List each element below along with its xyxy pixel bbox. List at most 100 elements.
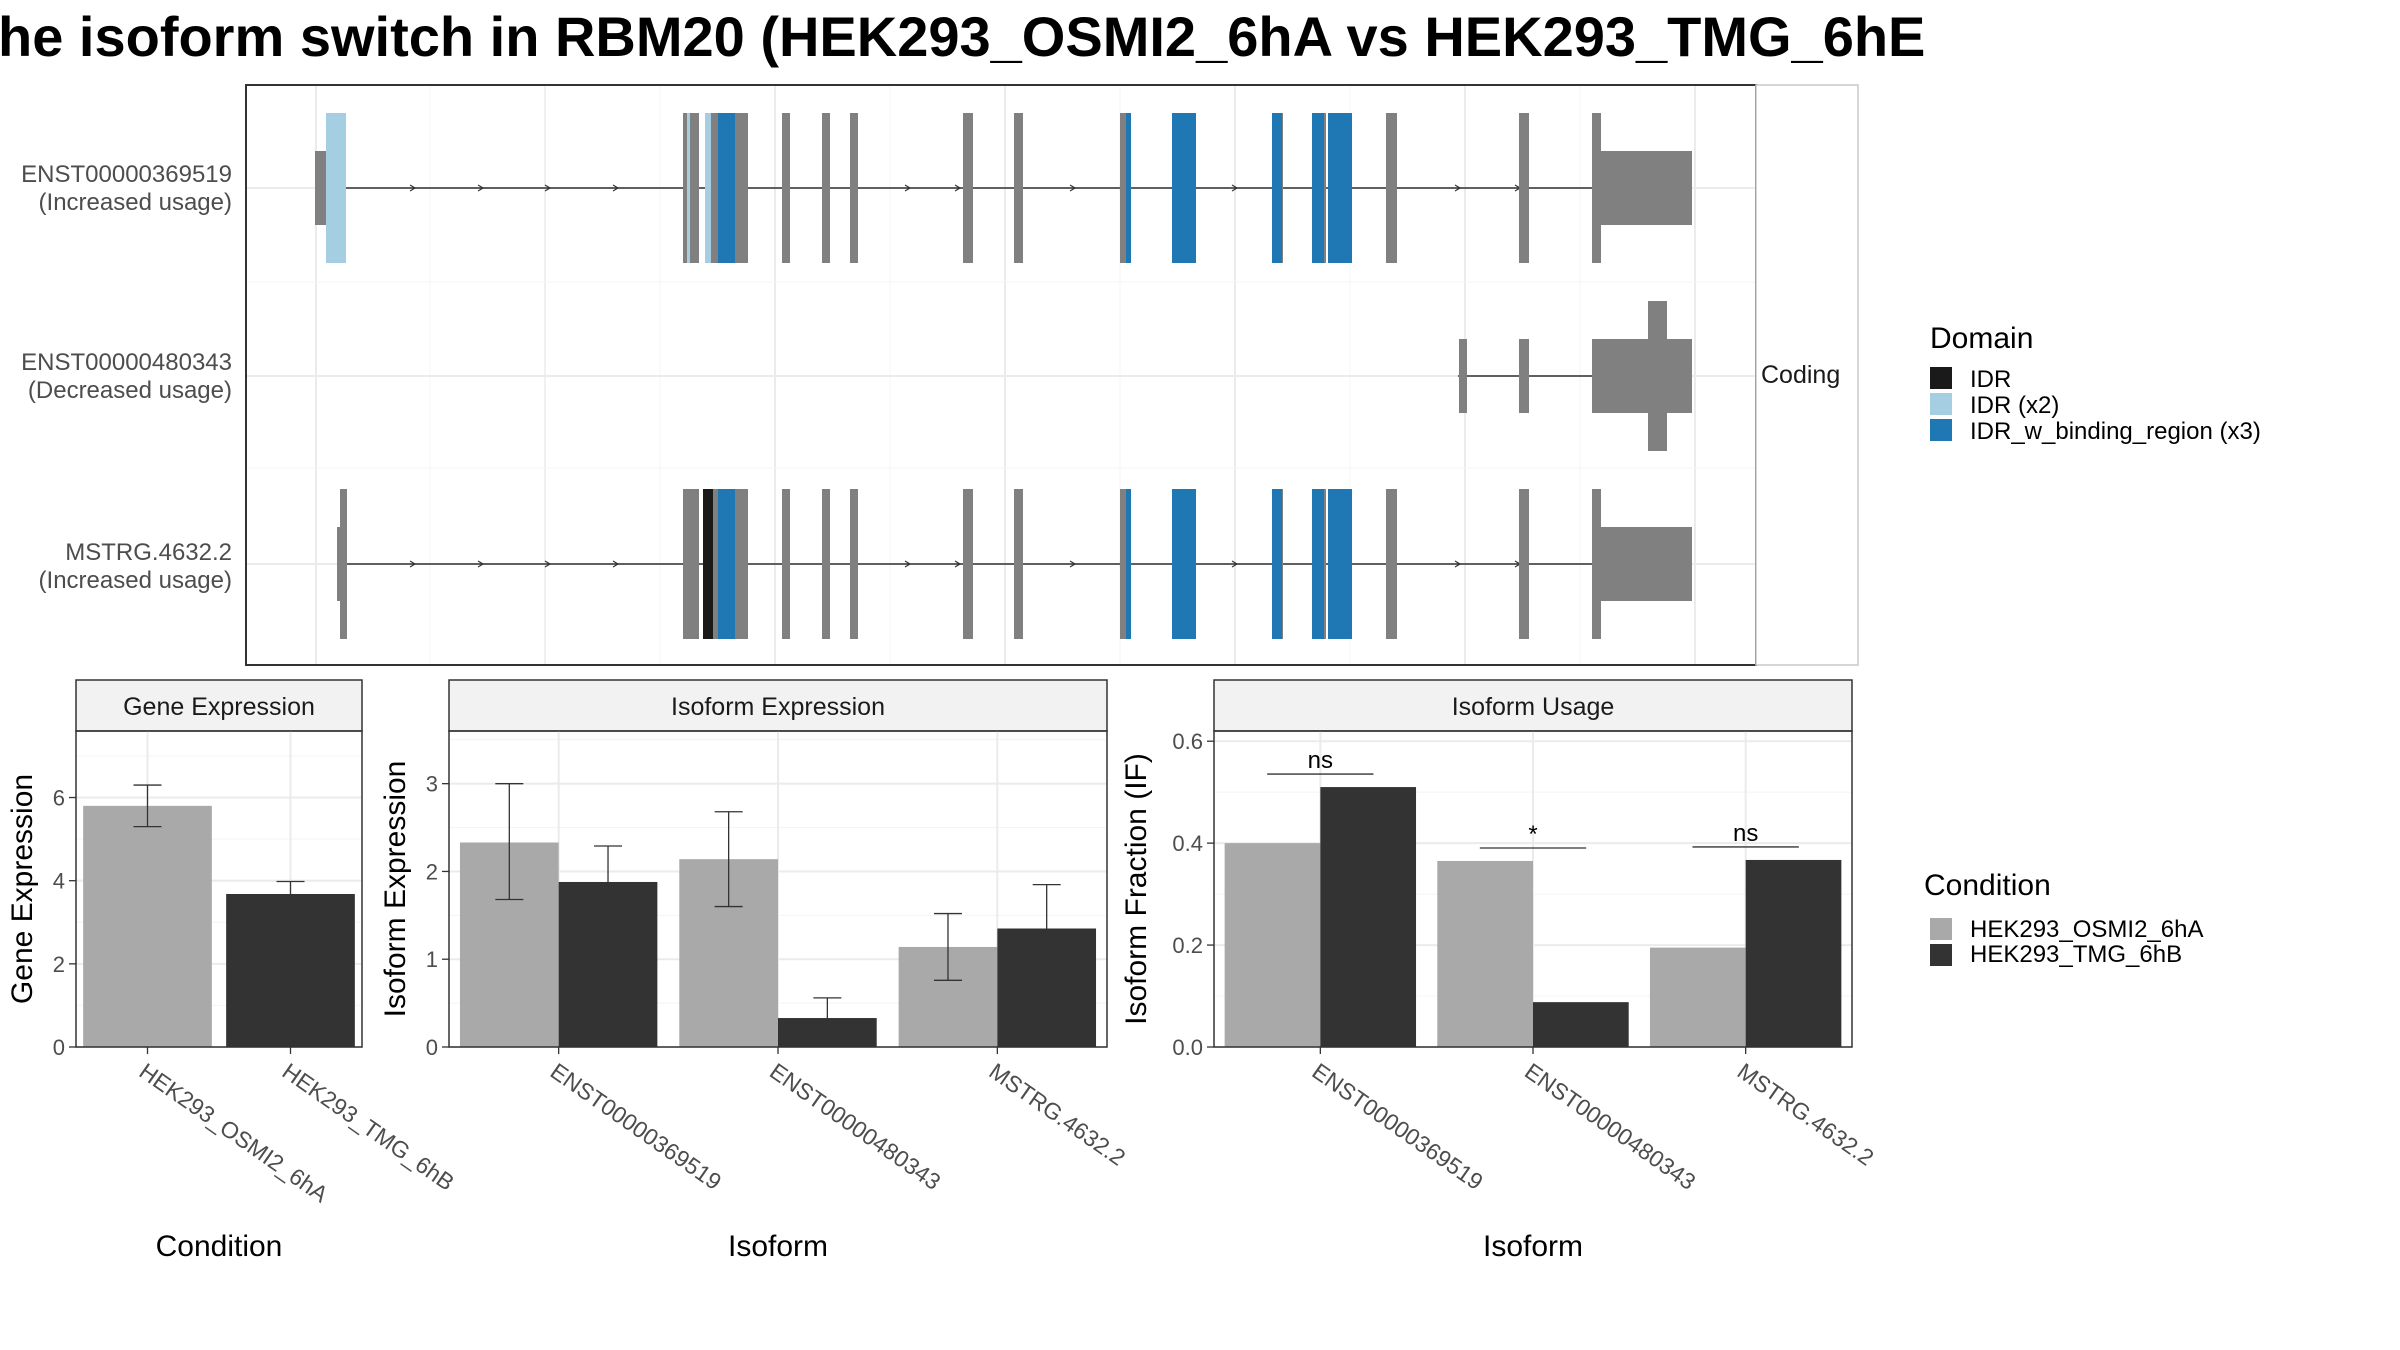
exon — [735, 489, 748, 639]
exon-idr-binding — [1328, 489, 1352, 639]
legend-label-idr-x2: IDR (x2) — [1970, 392, 2059, 419]
legend-label-idr: IDR — [1970, 366, 2011, 393]
exon — [822, 489, 830, 639]
exon — [1386, 113, 1397, 263]
exon — [850, 113, 858, 263]
strand-arrow — [409, 560, 417, 568]
bar — [1224, 843, 1321, 1047]
strand-arrow — [1454, 184, 1462, 192]
y-tick-label: 0 — [426, 1035, 438, 1060]
utr-exon — [315, 151, 326, 225]
exon-idr — [703, 489, 713, 639]
strand-arrow — [544, 560, 552, 568]
y-tick-label: 0.6 — [1172, 729, 1203, 754]
facet-strip — [1755, 84, 1859, 666]
exon — [782, 489, 790, 639]
isoform-usage-chart: Isoform Usage ns * ns 0.0 0.2 0.4 0.6 ENST000003… — [1120, 679, 1879, 1263]
main-title: he isoform switch in RBM20 (HEK293_OSMI2… — [0, 5, 1925, 68]
y-tick-label: 2 — [426, 859, 438, 884]
y-axis-title: Isoform Expression — [379, 761, 412, 1018]
strand-arrow — [1231, 184, 1239, 192]
x-tick-label: ENST00000480343 — [1520, 1058, 1700, 1195]
strand-arrow — [1454, 560, 1462, 568]
panel-title: Gene Expression — [123, 693, 315, 721]
y-tick-label: 0.2 — [1172, 933, 1203, 958]
utr-exon — [1600, 527, 1692, 601]
y-tick-label: 4 — [53, 869, 65, 894]
strand-arrow — [544, 184, 552, 192]
legend-label-osmi2: HEK293_OSMI2_6hA — [1970, 916, 2203, 943]
exon — [1014, 489, 1023, 639]
transcript-panel: Coding ENST00000369519 (Increased usage)… — [21, 84, 1859, 666]
exon — [1519, 113, 1529, 263]
transcript-label-1-id: ENST00000369519 — [21, 161, 232, 188]
strand-arrow — [954, 560, 962, 568]
strand-arrow — [904, 184, 912, 192]
exon — [735, 113, 748, 263]
exon-idr-binding — [1272, 113, 1282, 263]
exon-idr-binding — [718, 113, 735, 263]
exon — [711, 489, 718, 639]
y-tick-label: 6 — [53, 786, 65, 811]
strand-arrow — [1231, 560, 1239, 568]
y-tick-label: 2 — [53, 952, 65, 977]
strand-arrow — [904, 560, 912, 568]
strand-arrow — [477, 560, 485, 568]
significance-label: ns — [1733, 820, 1758, 847]
transcript-label-3-id: MSTRG.4632.2 — [65, 539, 232, 566]
legend-label-idr-binding: IDR_w_binding_region (x3) — [1970, 418, 2261, 445]
panel-strip — [448, 679, 1108, 732]
exon — [1386, 489, 1397, 639]
bar — [1437, 860, 1533, 1047]
isoform-expression-chart: Isoform Expression 0 1 2 3 ENST00000369519 ENS… — [379, 679, 1130, 1263]
strand-arrow — [477, 184, 485, 192]
domain-legend-title: Domain — [1930, 322, 2033, 355]
utr-exon — [337, 527, 341, 601]
transcript-label-2-usage: (Decreased usage) — [28, 377, 232, 404]
facet-label: Coding — [1761, 361, 1840, 389]
transcript-labels: ENST00000369519 (Increased usage) ENST00… — [21, 161, 232, 594]
exon-idr-binding — [1172, 489, 1196, 639]
strand-arrow — [612, 184, 620, 192]
strand-arrow — [409, 184, 417, 192]
utr-exon — [1459, 339, 1467, 413]
panel-border — [75, 730, 363, 1048]
x-tick-label: ENST00000480343 — [765, 1058, 945, 1195]
x-axis-title: Isoform — [728, 1230, 828, 1263]
exon — [711, 113, 718, 263]
exon — [782, 113, 790, 263]
utr-exon — [1519, 339, 1529, 413]
transcript-label-1-usage: (Increased usage) — [39, 189, 232, 216]
exon — [1014, 113, 1023, 263]
condition-legend: Condition HEK293_OSMI2_6hA HEK293_TMG_6h… — [1924, 869, 2203, 968]
panel-title: Isoform Usage — [1452, 693, 1615, 721]
x-tick-label: ENST00000369519 — [546, 1058, 726, 1195]
y-tick-label: 0.0 — [1172, 1035, 1203, 1060]
x-axis-title: Isoform — [1483, 1230, 1583, 1263]
exon-idr-binding — [1328, 113, 1352, 263]
bar — [226, 893, 355, 1047]
strand-arrow — [1069, 184, 1077, 192]
x-tick-label: ENST00000369519 — [1307, 1058, 1487, 1195]
bar — [1533, 1002, 1629, 1047]
panel-title: Isoform Expression — [671, 693, 885, 721]
legend-swatch-tmg — [1930, 944, 1952, 966]
bar — [1745, 859, 1842, 1047]
y-tick-label: 0.4 — [1172, 831, 1203, 856]
utr-exon — [1600, 151, 1692, 225]
exon-idr-binding — [1126, 113, 1131, 263]
legend-swatch-idr-x2 — [1930, 393, 1952, 415]
exon — [1592, 489, 1601, 639]
y-tick-label: 1 — [426, 947, 438, 972]
panel-strip — [75, 679, 363, 732]
condition-legend-title: Condition — [1924, 869, 2051, 902]
exon — [963, 113, 973, 263]
legend-label-tmg: HEK293_TMG_6hB — [1970, 941, 2182, 968]
exon — [683, 489, 699, 639]
exon — [822, 113, 830, 263]
y-tick-label: 0 — [53, 1035, 65, 1060]
exon — [683, 113, 699, 263]
transcript-2-model — [1458, 301, 1692, 451]
exon — [1519, 489, 1529, 639]
